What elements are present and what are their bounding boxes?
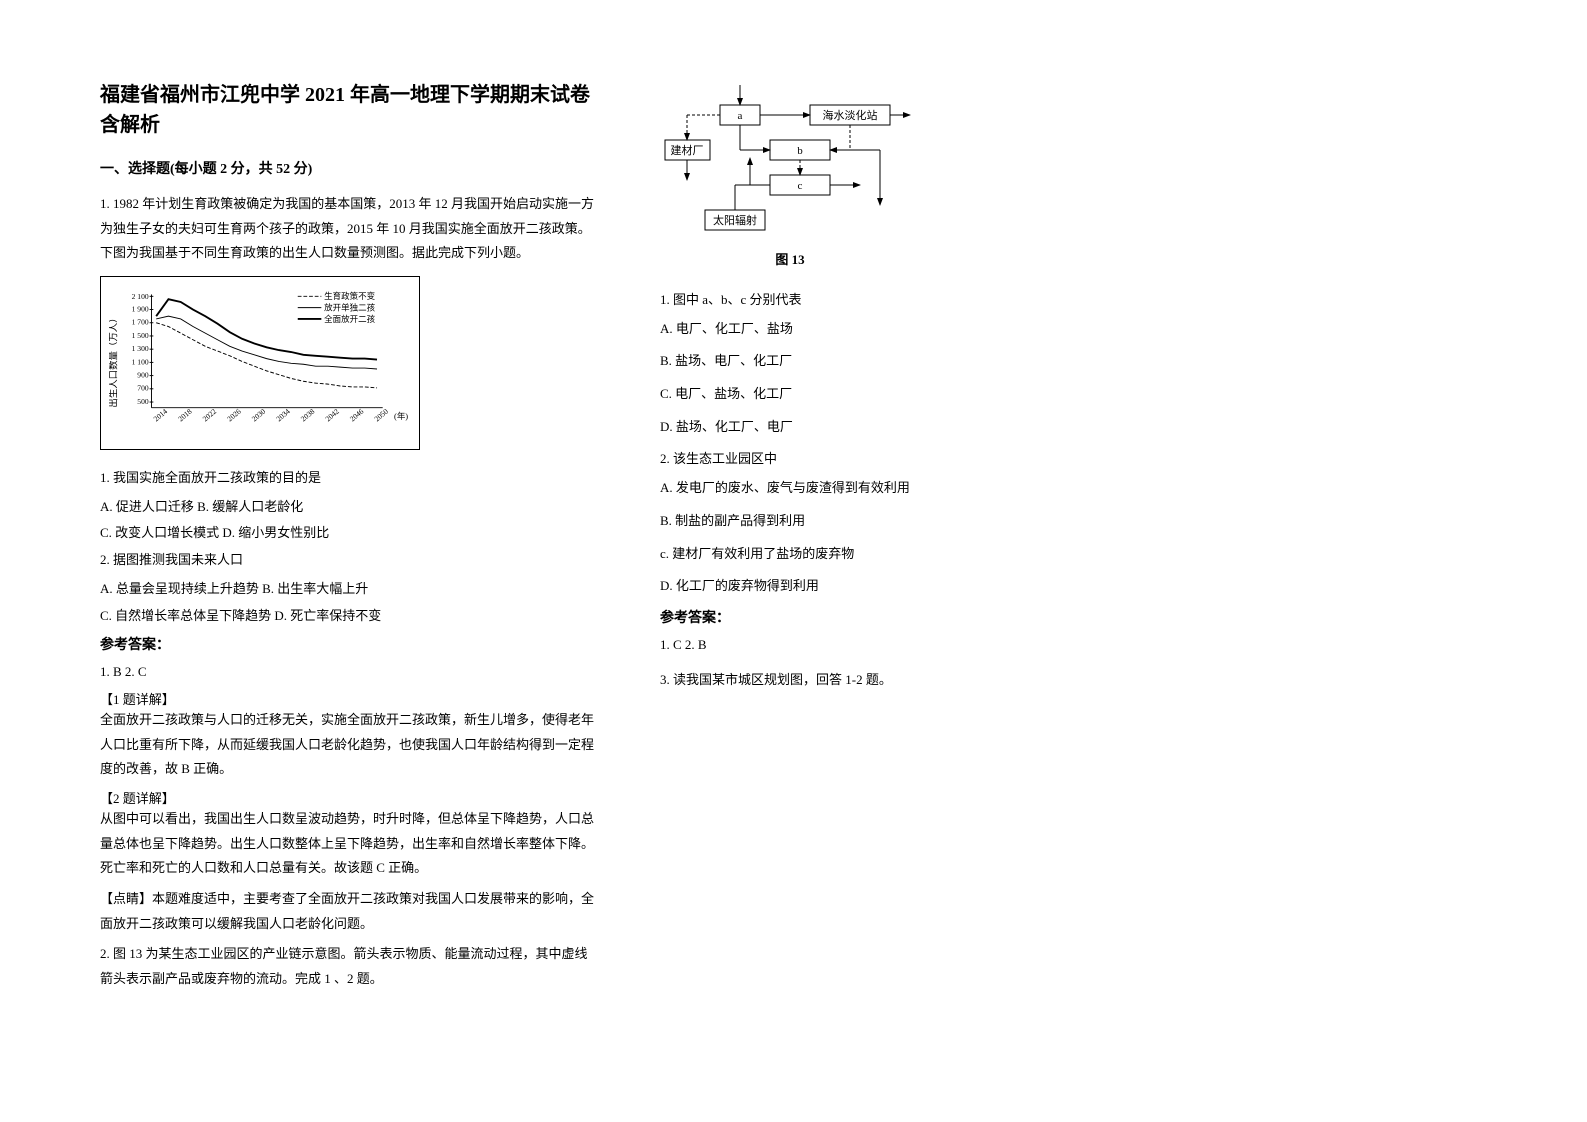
series-single (156, 316, 377, 369)
svg-text:全面放开二孩: 全面放开二孩 (324, 314, 375, 324)
q1-exp2: 从图中可以看出，我国出生人口数呈波动趋势，时升时降，但总体呈下降趋势，人口总量总… (100, 807, 600, 881)
svg-text:500: 500 (137, 397, 149, 406)
q3-intro: 3. 读我国某市城区规划图，回答 1-2 题。 (660, 668, 1160, 693)
right-column: a 海水淡化站 建材厂 b c 太阳辐射 (660, 80, 1160, 1042)
q2-diagram-container: a 海水淡化站 建材厂 b c 太阳辐射 (660, 80, 920, 268)
q2-sub2-opt-d: D. 化工厂的废弃物得到利用 (660, 574, 1160, 599)
svg-text:700: 700 (137, 384, 149, 393)
q1-chart-container: 出生人口数量（万人） 2 100 1 900 1 700 1 500 1 300… (100, 276, 420, 450)
svg-text:b: b (797, 145, 803, 157)
svg-text:海水淡化站: 海水淡化站 (823, 108, 878, 122)
svg-text:1 300: 1 300 (132, 344, 149, 353)
svg-text:2014: 2014 (152, 407, 170, 424)
q1-exp1: 全面放开二孩政策与人口的迁移无关，实施全面放开二孩政策，新生儿增多，使得老年人口… (100, 708, 600, 782)
q1-tip: 【点睛】本题难度适中，主要考查了全面放开二孩政策对我国人口发展带来的影响，全面放… (100, 887, 600, 936)
q2-answer-label: 参考答案： (660, 607, 1160, 627)
x-ticks: 2014 2018 2022 2026 2030 2034 2038 2042 … (152, 407, 390, 424)
q1-answers: 1. B 2. C (100, 660, 600, 685)
q2-sub1-opt-d: D. 盐场、化工厂、电厂 (660, 415, 1160, 440)
svg-text:900: 900 (137, 371, 149, 380)
svg-text:c: c (798, 180, 803, 192)
q2-sub2-opt-c: c. 建材厂有效利用了盐场的废弃物 (660, 542, 1160, 567)
chart-xlabel: (年) (394, 411, 408, 421)
svg-text:2026: 2026 (225, 407, 243, 424)
q2-sub1-opt-a: A. 电厂、化工厂、盐场 (660, 317, 1160, 342)
q2-intro: 2. 图 13 为某生态工业园区的产业链示意图。箭头表示物质、能量流动过程，其中… (100, 942, 600, 991)
q1-sub2-opts-line1: A. 总量会呈现持续上升趋势 B. 出生率大幅上升 (100, 577, 600, 602)
q2-sub1: 1. 图中 a、b、c 分别代表 (660, 288, 1160, 313)
svg-text:放开单独二孩: 放开单独二孩 (324, 303, 375, 313)
svg-text:2018: 2018 (176, 407, 194, 424)
q1-exp2-label: 【2 题详解】 (100, 788, 600, 807)
svg-text:2042: 2042 (323, 407, 341, 424)
svg-text:1 900: 1 900 (132, 304, 149, 313)
chart-ylabel: 出生人口数量（万人） (109, 313, 120, 407)
q2-sub1-opt-b: B. 盐场、电厂、化工厂 (660, 349, 1160, 374)
q2-flowchart: a 海水淡化站 建材厂 b c 太阳辐射 (660, 80, 920, 240)
chart-legend: 生育政策不变 放开单独二孩 全面放开二孩 (298, 291, 376, 324)
q1-sub2: 2. 据图推测我国未来人口 (100, 548, 600, 573)
q1-sub1: 1. 我国实施全面放开二孩政策的目的是 (100, 466, 600, 491)
q1-sub1-opts-line2: C. 改变人口增长模式 D. 缩小男女性别比 (100, 521, 600, 546)
q1-line-chart: 出生人口数量（万人） 2 100 1 900 1 700 1 500 1 300… (109, 285, 411, 436)
svg-text:2038: 2038 (299, 407, 317, 424)
svg-text:2050: 2050 (373, 407, 391, 424)
y-ticks: 2 100 1 900 1 700 1 500 1 300 1 100 900 … (132, 292, 154, 406)
q1-intro: 1. 1982 年计划生育政策被确定为我国的基本国策，2013 年 12 月我国… (100, 192, 600, 266)
q1-sub1-opts-line1: A. 促进人口迁移 B. 缓解人口老龄化 (100, 495, 600, 520)
q2-sub2: 2. 该生态工业园区中 (660, 447, 1160, 472)
left-column: 福建省福州市江兜中学 2021 年高一地理下学期期末试卷含解析 一、选择题(每小… (100, 80, 600, 1042)
document-title: 福建省福州市江兜中学 2021 年高一地理下学期期末试卷含解析 (100, 80, 600, 140)
q2-answers: 1. C 2. B (660, 633, 1160, 658)
section-header: 一、选择题(每小题 2 分，共 52 分) (100, 158, 600, 178)
svg-text:太阳辐射: 太阳辐射 (713, 213, 757, 227)
svg-text:2030: 2030 (250, 407, 268, 424)
q2-sub2-opt-a: A. 发电厂的废水、废气与废渣得到有效利用 (660, 476, 1160, 501)
diagram-label: 图 13 (660, 249, 920, 268)
q2-sub1-opt-c: C. 电厂、盐场、化工厂 (660, 382, 1160, 407)
svg-text:1 500: 1 500 (132, 331, 149, 340)
q1-answer-label: 参考答案： (100, 634, 600, 654)
svg-text:1 700: 1 700 (132, 318, 149, 327)
svg-text:生育政策不变: 生育政策不变 (324, 291, 375, 301)
q1-sub2-opts-line2: C. 自然增长率总体呈下降趋势 D. 死亡率保持不变 (100, 604, 600, 629)
svg-text:建材厂: 建材厂 (671, 143, 704, 157)
q2-sub2-opt-b: B. 制盐的副产品得到利用 (660, 509, 1160, 534)
svg-text:1 100: 1 100 (132, 357, 149, 366)
series-unchanged (156, 323, 377, 388)
svg-text:2 100: 2 100 (132, 292, 149, 301)
q2-content: 1. 图中 a、b、c 分别代表 A. 电厂、化工厂、盐场 B. 盐场、电厂、化… (660, 288, 1160, 599)
svg-text:a: a (738, 110, 743, 122)
q1-exp1-label: 【1 题详解】 (100, 689, 600, 708)
svg-text:2046: 2046 (348, 407, 366, 424)
svg-text:2022: 2022 (201, 407, 219, 424)
svg-text:2034: 2034 (274, 407, 292, 424)
